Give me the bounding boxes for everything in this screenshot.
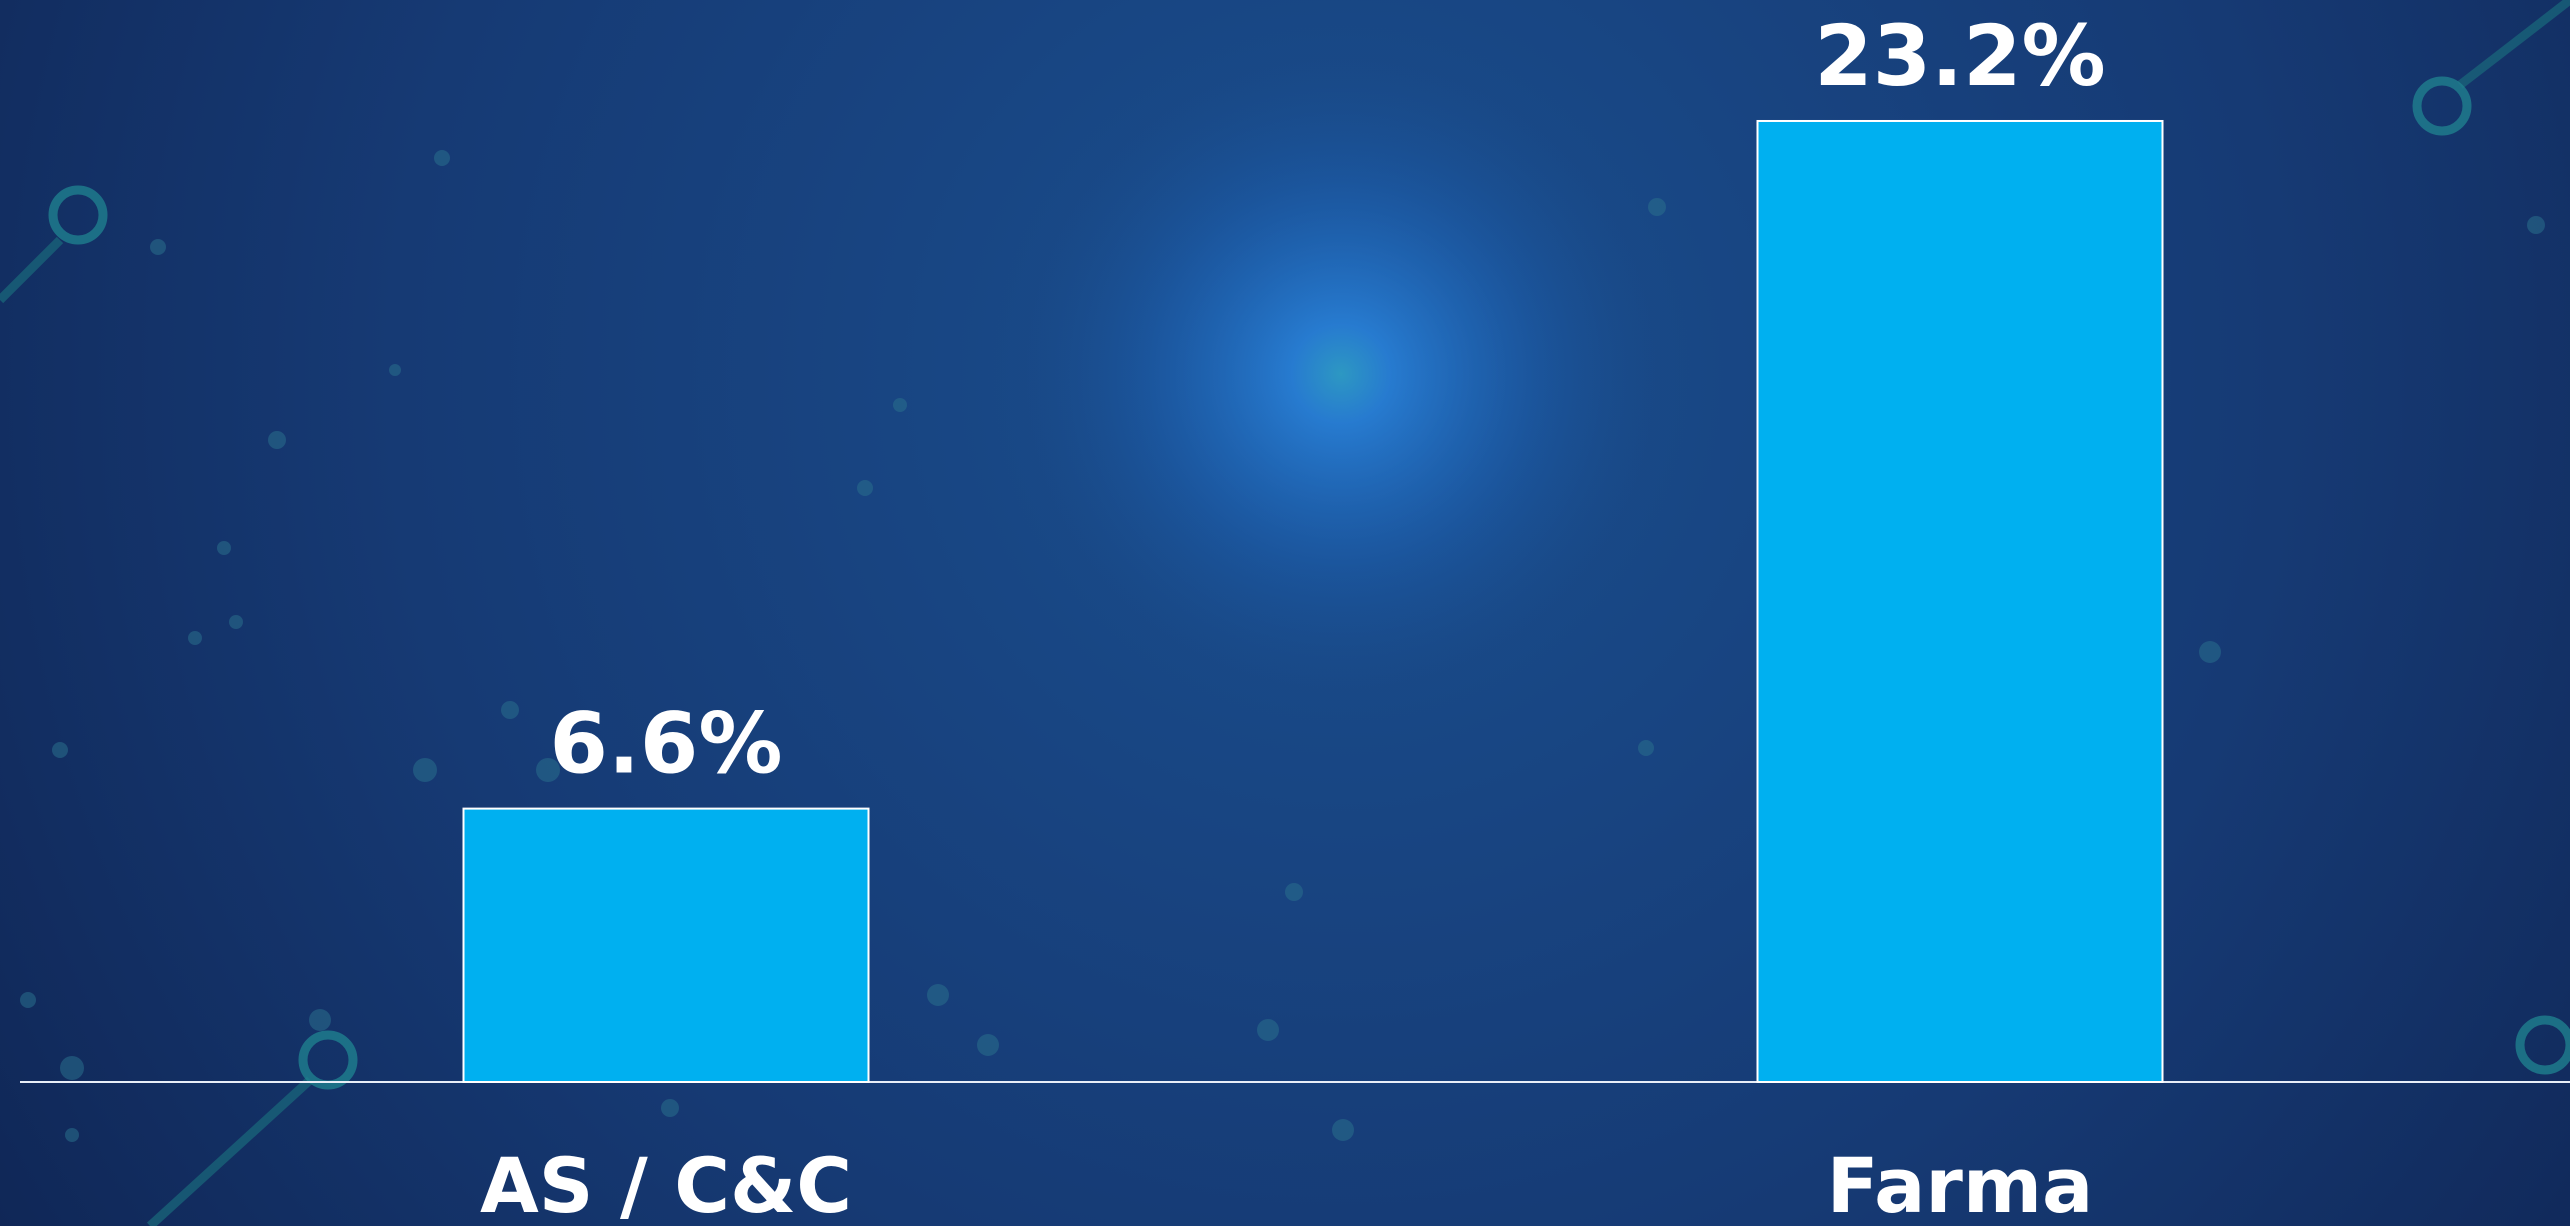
category-label: Farma [1827, 1141, 2094, 1226]
value-label: 23.2% [1814, 7, 2105, 105]
category-label: AS / C&C [480, 1141, 852, 1226]
glow [1011, 44, 1671, 704]
value-label: 6.6% [550, 695, 783, 793]
bar [462, 807, 870, 1083]
bar [1756, 119, 2164, 1083]
